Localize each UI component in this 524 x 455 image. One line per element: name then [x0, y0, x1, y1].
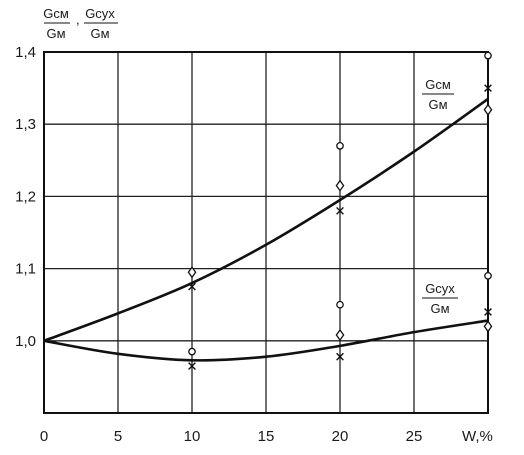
- grid: [44, 52, 488, 413]
- series-line-gsm: [43, 97, 489, 343]
- y-title-b-den: Gм: [90, 26, 109, 41]
- y-title-a-num: Gсм: [43, 6, 69, 21]
- y-tick-label: 1,2: [15, 188, 36, 205]
- y-tick-label: 1,3: [15, 116, 36, 133]
- series-label-gsm-num: Gсм: [425, 77, 451, 92]
- marker-x-gsuh: [484, 308, 492, 316]
- x-tick-label: 20: [332, 428, 349, 445]
- marker-x-gsm: [188, 282, 196, 291]
- series-label-gsm: Gсм Gм: [422, 77, 454, 112]
- marker-x-gsuh: [336, 352, 344, 361]
- tick-labels: 0 5 10 15 20 25 1,0 1,1 1,2 1,3 1,4: [15, 44, 422, 445]
- y-tick-label: 1,4: [15, 44, 36, 61]
- series-label-gsuh: Gсух Gм: [422, 281, 458, 316]
- data-markers: [187, 51, 493, 370]
- x-tick-label: 10: [184, 428, 201, 445]
- marker-diamond-gsuh: [483, 320, 493, 333]
- x-tick-label: 15: [258, 428, 275, 445]
- marker-diamond-gsm: [187, 266, 197, 279]
- y-title-sep: ,: [76, 12, 80, 27]
- x-axis-title: W,%: [462, 428, 493, 445]
- plot-frame: [43, 51, 489, 414]
- marker-diamond-gsm: [483, 103, 493, 116]
- x-tick-label: 0: [40, 428, 48, 445]
- marker-circle-gsm: [336, 142, 344, 150]
- series-label-gsm-den: Gм: [428, 97, 447, 112]
- marker-circle-gsuh: [336, 300, 344, 309]
- marker-circle-gsm: [484, 51, 492, 60]
- x-tick-label: 25: [406, 428, 423, 445]
- y-axis-title: Gсм Gм , Gсух Gм: [43, 6, 118, 41]
- marker-circle-gsuh: [188, 347, 196, 356]
- x-tick-label: 5: [114, 428, 122, 445]
- marker-x-gsuh: [188, 362, 196, 370]
- marker-diamond-gsm: [335, 179, 345, 192]
- y-tick-label: 1,0: [15, 333, 36, 350]
- series-label-gsuh-den: Gм: [430, 301, 449, 316]
- series-lines: [43, 97, 489, 362]
- marker-diamond-gsuh: [335, 328, 345, 342]
- marker-x-gsm: [484, 84, 492, 92]
- series-label-gsuh-num: Gсух: [425, 281, 455, 296]
- marker-x-gsm: [336, 206, 344, 215]
- y-title-b-num: Gсух: [85, 6, 115, 21]
- y-tick-label: 1,1: [15, 261, 36, 278]
- series-line-gsuh: [43, 319, 489, 362]
- marker-circle-gsuh: [484, 271, 492, 280]
- y-title-a-den: Gм: [46, 26, 65, 41]
